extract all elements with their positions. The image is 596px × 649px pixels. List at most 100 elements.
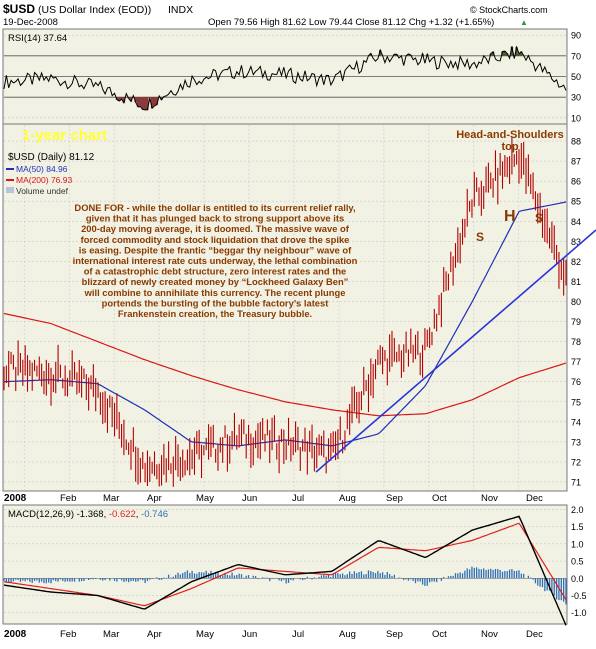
- macd-axis: 2.0 1.5 1.0 0.5 0.0 -0.5 -1.0: [571, 505, 587, 618]
- price-tick-label: 73: [571, 437, 581, 447]
- price-legend: $USD (Daily) 81.12 MA(50) 84.96 MA(200) …: [6, 152, 95, 196]
- macd-tick-label: 0.0: [571, 574, 584, 584]
- hs-right-shoulder: S: [535, 211, 543, 225]
- header-name: (US Dollar Index (EOD)): [38, 4, 151, 16]
- chart-header: $USD (US Dollar Index (EOD)) INDX 19-Dec…: [3, 2, 548, 28]
- commentary-line: 200-day moving average, it is doomed. Th…: [81, 223, 350, 234]
- macd-tick-label: -0.5: [571, 591, 587, 601]
- axis-month-label: Mar: [103, 493, 119, 504]
- axis-month-label: Dec: [526, 629, 543, 640]
- macd-hist-value: -0.746: [141, 509, 168, 520]
- rsi-tick-label: 50: [571, 72, 581, 82]
- rsi-tick-label: 70: [571, 51, 581, 61]
- ma200-line: [3, 312, 567, 417]
- price-tick-label: 75: [571, 397, 581, 407]
- price-bars: [3, 137, 567, 487]
- rsi-grid: [4, 34, 566, 119]
- macd-histogram: [3, 566, 567, 605]
- macd-tick-label: 2.0: [571, 505, 584, 515]
- legend-volume: Volume undef: [16, 186, 69, 196]
- price-tick-label: 78: [571, 337, 581, 347]
- commentary-line: blizzard of newly created money by “Lock…: [82, 276, 349, 287]
- macd-tick-label: 1.5: [571, 522, 584, 532]
- price-tick-label: 79: [571, 317, 581, 327]
- macd-value: -1.368: [77, 509, 104, 520]
- commentary-line: will combine to annihilate this currency…: [84, 287, 346, 298]
- commentary-text: DONE FOR - while the dollar is entitled …: [73, 202, 358, 319]
- price-tick-label: 83: [571, 237, 581, 247]
- legend-volume-swatch: [6, 187, 14, 193]
- price-tick-label: 72: [571, 457, 581, 467]
- axis-month-label: Jul: [292, 629, 304, 640]
- uptrend-line: [315, 229, 596, 473]
- header-source: © StockCharts.com: [470, 5, 548, 15]
- axis-month-label: Dec: [526, 493, 543, 504]
- rsi-line: [3, 45, 567, 111]
- axis-month-label: Oct: [432, 493, 447, 504]
- price-tick-label: 74: [571, 417, 581, 427]
- axis-month-label: Sep: [386, 493, 403, 504]
- axis-month-label: Sep: [386, 629, 403, 640]
- commentary-line: is easing. Despite the frantic “beggar t…: [79, 244, 352, 255]
- commentary-line: portends the bursting of the bubble fact…: [102, 297, 329, 308]
- macd-line: [3, 515, 567, 626]
- legend-price: $USD (Daily) 81.12: [8, 152, 95, 163]
- axis-month-label: Jun: [242, 493, 257, 504]
- rsi-label-value: 37.64: [43, 33, 67, 44]
- axis-month-label: Nov: [481, 629, 498, 640]
- header-quote-line: Open 79.56 High 81.62 Low 79.44 Close 81…: [208, 17, 494, 28]
- axis-year-label: 2008: [4, 493, 27, 504]
- rsi-label: RSI(14) 37.64: [8, 33, 67, 44]
- legend-ma50: MA(50) 84.96: [16, 164, 68, 174]
- hs-title-line1: Head-and-Shoulders: [456, 129, 564, 141]
- one-year-label: 1-year chart: [22, 127, 107, 144]
- commentary-line: given that it has plunged back to strong…: [86, 213, 344, 224]
- header-up-arrow-icon: ▲: [520, 18, 528, 27]
- month-axis-price: 2008 Feb Mar Apr May Jun Jul Aug Sep Oct Nov Dec: [4, 493, 543, 504]
- commentary-line: international interest rate cuts underwa…: [73, 255, 358, 266]
- axis-month-label: Apr: [147, 629, 162, 640]
- price-tick-label: 86: [571, 177, 581, 187]
- axis-month-label: Apr: [147, 493, 162, 504]
- price-tick-label: 87: [571, 157, 581, 167]
- price-tick-label: 85: [571, 197, 581, 207]
- axis-year-label: 2008: [4, 629, 27, 640]
- macd-tick-label: -1.0: [571, 608, 587, 618]
- price-axis: 88 87 86 85 84 83 82 81 80 79 78 77 76 75 74 73 72 71: [571, 137, 581, 488]
- rsi-axis: 90 70 50 30 10: [571, 31, 581, 124]
- rsi-label-prefix: RSI(14): [8, 33, 41, 44]
- axis-month-label: Aug: [339, 493, 356, 504]
- price-panel-frame: [2, 123, 568, 492]
- header-exchange: INDX: [168, 4, 193, 16]
- rsi-tick-label: 10: [571, 113, 581, 123]
- axis-month-label: Mar: [103, 629, 119, 640]
- header-symbol: $USD: [3, 2, 35, 16]
- macd-panel-frame: [2, 504, 568, 625]
- price-panel: 88 87 86 85 84 83 82 81 80 79 78 77 76 75 74 73 72 71 $US…: [2, 123, 596, 492]
- price-tick-label: 82: [571, 257, 581, 267]
- legend-ma200: MA(200) 76.93: [16, 175, 72, 185]
- rsi-panel: 90 70 50 30 10 RSI(14) 37.64: [2, 28, 581, 125]
- commentary-line: DONE FOR - while the dollar is entitled …: [74, 202, 355, 213]
- commentary-line: of a catastrophic debt structure, zero i…: [84, 266, 347, 277]
- axis-month-label: Oct: [432, 629, 447, 640]
- month-axis-macd: 2008 Feb Mar Apr May Jun Jul Aug Sep Oct Nov Dec: [4, 629, 543, 640]
- macd-panel: 2.0 1.5 1.0 0.5 0.0 -0.5 -1.0 MACD(12,26,9) -1…: [2, 504, 587, 626]
- macd-signal-value: -0.622: [109, 509, 136, 520]
- price-tick-label: 80: [571, 297, 581, 307]
- price-tick-label: 84: [571, 217, 581, 227]
- hs-head: H: [504, 208, 516, 225]
- macd-label-prefix: MACD(12,26,9): [8, 509, 74, 520]
- price-tick-label: 76: [571, 377, 581, 387]
- header-date: 19-Dec-2008: [3, 17, 58, 28]
- macd-tick-label: 0.5: [571, 557, 584, 567]
- axis-month-label: Nov: [481, 493, 498, 504]
- commentary-line: Frankenstein creation, the Treasury bubb…: [118, 308, 312, 319]
- commentary-line: forced commodity and stock liquidation t…: [81, 234, 350, 245]
- axis-month-label: Jun: [242, 629, 257, 640]
- price-tick-label: 81: [571, 277, 581, 287]
- rsi-tick-label: 30: [571, 93, 581, 103]
- axis-month-label: Feb: [60, 493, 76, 504]
